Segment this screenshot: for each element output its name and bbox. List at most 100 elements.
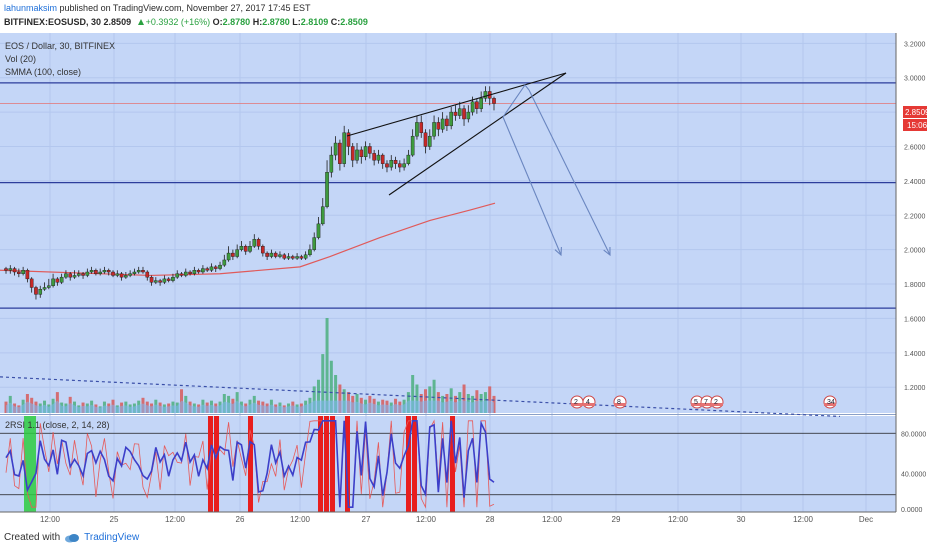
price-tick-label: 3.2000 [904, 41, 926, 48]
candle-body [85, 271, 90, 276]
tradingview-brand[interactable]: TradingView [84, 532, 140, 543]
candle-body [201, 268, 205, 273]
time-tick-label: 26 [236, 515, 245, 524]
legend-smma: SMMA (100, close) [5, 67, 81, 77]
candle-body [419, 122, 424, 133]
candle-body [269, 252, 274, 257]
candle-body [308, 249, 312, 256]
time-tick-label: 30 [737, 515, 746, 524]
rsi-red-zone [330, 416, 335, 512]
rsi-red-zone [324, 416, 329, 512]
published-text: published on TradingView.com, November 2… [59, 3, 311, 13]
price-pane-background [0, 33, 896, 413]
candle-body [235, 249, 239, 257]
volume-bar [428, 386, 432, 413]
candle-body [213, 266, 218, 269]
candle-body [333, 142, 338, 156]
candle-body [162, 278, 167, 283]
rsi-red-zone [412, 416, 417, 512]
candle-body [350, 146, 355, 161]
event-badges[interactable]: 2 4 8 5 7 2 34 [570, 395, 837, 409]
candle-body [380, 154, 385, 164]
forecast-leg [502, 84, 530, 118]
candle-body [141, 270, 145, 273]
time-tick-label: 12:00 [668, 515, 689, 524]
candle-body [115, 273, 120, 276]
candle-body [256, 239, 261, 247]
candle-body [415, 122, 419, 137]
candle-body [462, 108, 466, 120]
candle-body [393, 160, 398, 164]
event-badge-flag [824, 403, 836, 406]
candle-body [436, 122, 441, 130]
candle-body [389, 160, 394, 168]
candle-body [479, 98, 483, 109]
event-badge-label: 2 [714, 399, 718, 406]
candle-body [265, 252, 269, 257]
candle-body [273, 252, 278, 257]
rsi-slow-line [5, 420, 495, 508]
legend-rsi: 2RSI 1.1 (close, 2, 14, 28) [5, 420, 110, 430]
candle-body [432, 122, 436, 137]
candle-body [55, 278, 60, 283]
author-link[interactable]: lahunmaksim [4, 3, 58, 13]
close-label: C: [330, 17, 341, 27]
candle-body [171, 276, 175, 281]
candle-body [222, 259, 227, 266]
candle-body [51, 278, 55, 286]
high-value: 2.8780 [262, 17, 290, 27]
tradingview-logo-icon [65, 533, 80, 542]
candle-body [38, 288, 43, 295]
rsi-tick-label: 40.0000 [901, 472, 926, 479]
created-with-text: Created with [4, 532, 61, 543]
candle-body [192, 270, 197, 274]
price-tick-label: 2.6000 [904, 144, 926, 151]
candle-body [325, 172, 329, 207]
candle-body [320, 206, 325, 225]
candle-body [158, 280, 162, 283]
time-tick-label: 25 [110, 515, 119, 524]
candle-body [111, 271, 115, 276]
candle-body [94, 270, 98, 274]
forecast-arrowhead [603, 246, 611, 257]
candle-body [475, 101, 479, 109]
legend-title: EOS / Dollar, 30, BITFINEX [5, 41, 115, 51]
wedge-line [346, 72, 567, 137]
candle-body [68, 273, 73, 278]
candle-body [34, 287, 38, 295]
last-price-tag [903, 106, 927, 118]
time-tick-label: 12:00 [165, 515, 186, 524]
price-axis-background [896, 33, 932, 512]
time-axis[interactable]: 12:00 25 12:00 26 12:00 27 12:00 28 12:00 29 12:00… [0, 511, 896, 524]
candle-body [427, 135, 432, 147]
candle-body [76, 273, 81, 276]
candle-body [12, 268, 17, 273]
candle-body [166, 278, 171, 281]
candle-body [231, 252, 235, 257]
candle-body [457, 108, 462, 116]
drawings[interactable] [346, 72, 611, 257]
rsi-red-zone [345, 416, 350, 512]
candle-body [81, 273, 85, 276]
time-tick-label: 12:00 [290, 515, 311, 524]
open-value: 2.8780 [222, 17, 251, 27]
volume-bar [415, 384, 419, 413]
price-tick-label: 3.0000 [904, 76, 926, 83]
volume-bar [325, 318, 329, 413]
candle-body [445, 118, 449, 127]
candle-body [470, 101, 475, 113]
rsi-red-zone [450, 416, 455, 512]
candle-body [492, 98, 496, 104]
candle-body [136, 270, 141, 273]
event-badge-flag [571, 403, 583, 406]
candle-body [295, 256, 299, 259]
last-price: 2.8509 [103, 17, 132, 27]
price-tick-label: 1.2000 [904, 385, 926, 392]
candle-body [410, 135, 415, 156]
candle-body [363, 146, 368, 158]
candle-body [154, 280, 158, 283]
price-axis[interactable]: 3.20003.00002.80002.60002.40002.20002.00… [895, 33, 932, 514]
legend-vol: Vol (20) [5, 54, 36, 64]
candle-body [261, 246, 265, 254]
